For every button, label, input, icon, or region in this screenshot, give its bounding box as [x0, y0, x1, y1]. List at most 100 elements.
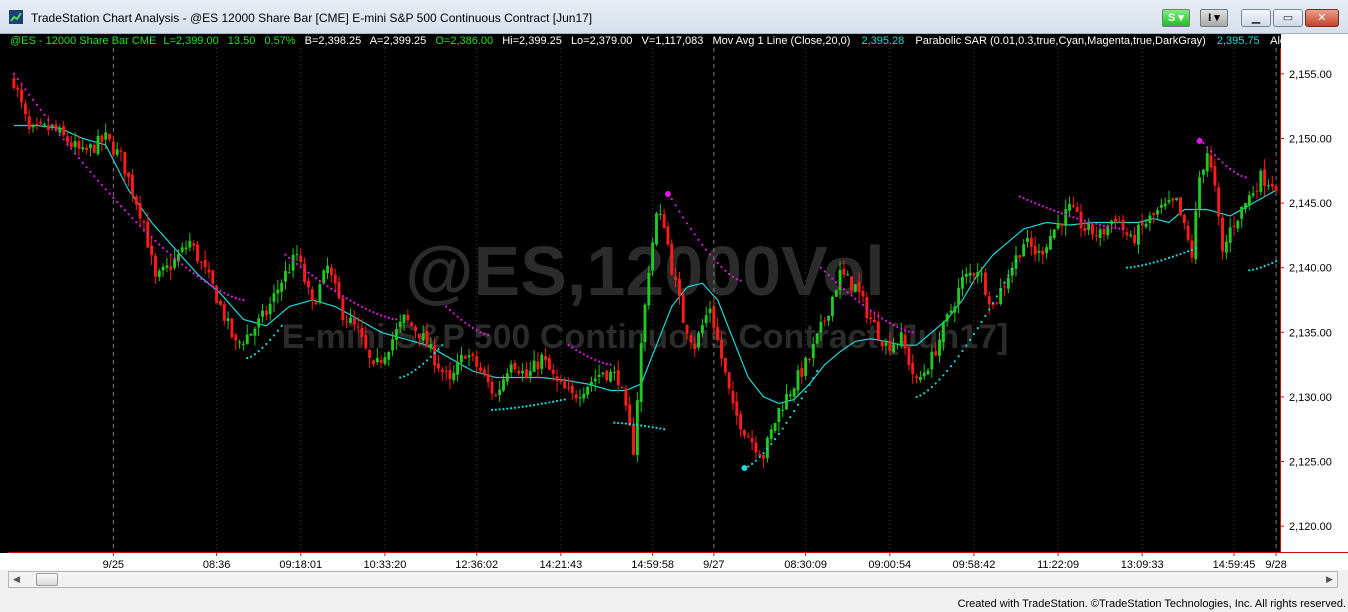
candle-body — [788, 394, 792, 396]
candle — [1083, 219, 1087, 237]
indicator-button[interactable]: I ▾ — [1200, 9, 1228, 27]
candle — [169, 256, 173, 281]
candle — [394, 322, 398, 350]
candle-body — [352, 318, 356, 325]
candle — [291, 248, 295, 279]
candle-body — [1270, 183, 1274, 187]
close-button[interactable]: ✕ — [1305, 9, 1339, 27]
candle-body — [1068, 204, 1072, 211]
candle — [1163, 197, 1167, 211]
candle — [655, 211, 658, 247]
candle-body — [987, 296, 991, 305]
candle-body — [853, 284, 857, 292]
candle-body — [528, 370, 532, 377]
candle — [976, 263, 980, 284]
candle — [192, 240, 196, 252]
candle-body — [1156, 210, 1159, 215]
candle — [1113, 214, 1117, 228]
sar-dot — [1259, 266, 1262, 269]
sar-dot — [655, 426, 658, 429]
chart-scrollbar[interactable]: ◀ ▶ — [8, 571, 1338, 588]
candle-body — [674, 276, 678, 280]
strategy-button[interactable]: S ▾ — [1162, 9, 1190, 27]
candle-body — [769, 429, 773, 439]
candle-body — [700, 325, 704, 334]
candle-body — [796, 370, 800, 391]
price-chart[interactable]: @ES,12000Vol E-mini S&P 500 Continuous C… — [0, 34, 1348, 570]
sar-dot — [169, 253, 172, 256]
candle — [941, 320, 945, 351]
scroll-right-arrow-icon[interactable]: ▶ — [1326, 574, 1333, 584]
candle-body — [176, 254, 180, 262]
sar-dot — [1091, 221, 1094, 225]
sar-dot — [532, 403, 536, 407]
candle — [241, 341, 245, 351]
candle — [1102, 224, 1106, 242]
candle-body — [773, 422, 777, 431]
candle — [196, 241, 199, 264]
scroll-thumb[interactable] — [36, 573, 58, 586]
candle — [574, 389, 578, 403]
candle-body — [808, 358, 811, 360]
sar-dot — [835, 281, 838, 284]
candle-body — [949, 310, 953, 313]
candle — [108, 133, 111, 142]
sar-dot — [1034, 202, 1037, 205]
sar-dot — [552, 400, 555, 403]
sar-dot — [544, 402, 547, 405]
maximize-button[interactable]: ▭ — [1273, 9, 1303, 27]
sar-dot — [177, 260, 180, 263]
sar-dot — [387, 316, 390, 319]
candle — [368, 348, 372, 368]
candle-body — [708, 308, 712, 313]
sar-dot — [1030, 200, 1033, 203]
price-tick-label: 2,140.00 — [1289, 263, 1332, 275]
window-title: TradeStation Chart Analysis - @ES 12000 … — [31, 11, 593, 25]
candle — [287, 263, 291, 274]
candle-body — [934, 351, 938, 356]
candle-body — [1102, 228, 1106, 235]
sar-dot — [601, 361, 605, 364]
candle — [930, 344, 934, 379]
sar-dot — [766, 447, 769, 450]
candle-body — [326, 265, 329, 273]
candle-body — [257, 318, 261, 328]
candle — [796, 364, 800, 397]
candle-body — [157, 270, 161, 278]
minimize-button[interactable]: ▁ — [1241, 9, 1271, 27]
candle — [16, 84, 20, 98]
candle — [1071, 196, 1075, 209]
candle — [915, 373, 919, 384]
candle-body — [188, 240, 192, 248]
chart-area[interactable]: @ES,12000Vol E-mini S&P 500 Continuous C… — [0, 34, 1348, 570]
candle — [869, 310, 873, 325]
candle-body — [1098, 229, 1102, 238]
sar-dot — [43, 113, 46, 117]
candle — [811, 336, 815, 367]
sar-dot — [720, 265, 723, 269]
price-tick-label: 2,125.00 — [1289, 457, 1332, 469]
candle-body — [704, 315, 708, 324]
candle — [1098, 226, 1102, 247]
candle-body — [215, 285, 219, 304]
sar-dot — [793, 409, 796, 413]
candle — [452, 365, 456, 384]
sar-dot — [299, 265, 302, 268]
candle — [96, 129, 100, 156]
candle — [85, 144, 89, 155]
time-tick-label: 10:33:20 — [364, 559, 407, 570]
sar-dot — [877, 314, 880, 318]
candle — [1205, 147, 1209, 177]
candle-body — [1205, 153, 1209, 172]
sar-dot — [1099, 223, 1102, 227]
candle-body — [609, 371, 613, 382]
candle-body — [819, 321, 823, 333]
candle — [536, 352, 540, 379]
sar-dot — [1068, 214, 1071, 218]
sar-dot — [613, 421, 616, 424]
candle — [1026, 229, 1029, 248]
candle-body — [567, 387, 570, 389]
sar-reversal-marker — [1196, 138, 1203, 145]
candle — [620, 385, 624, 389]
scroll-left-arrow-icon[interactable]: ◀ — [13, 574, 20, 584]
